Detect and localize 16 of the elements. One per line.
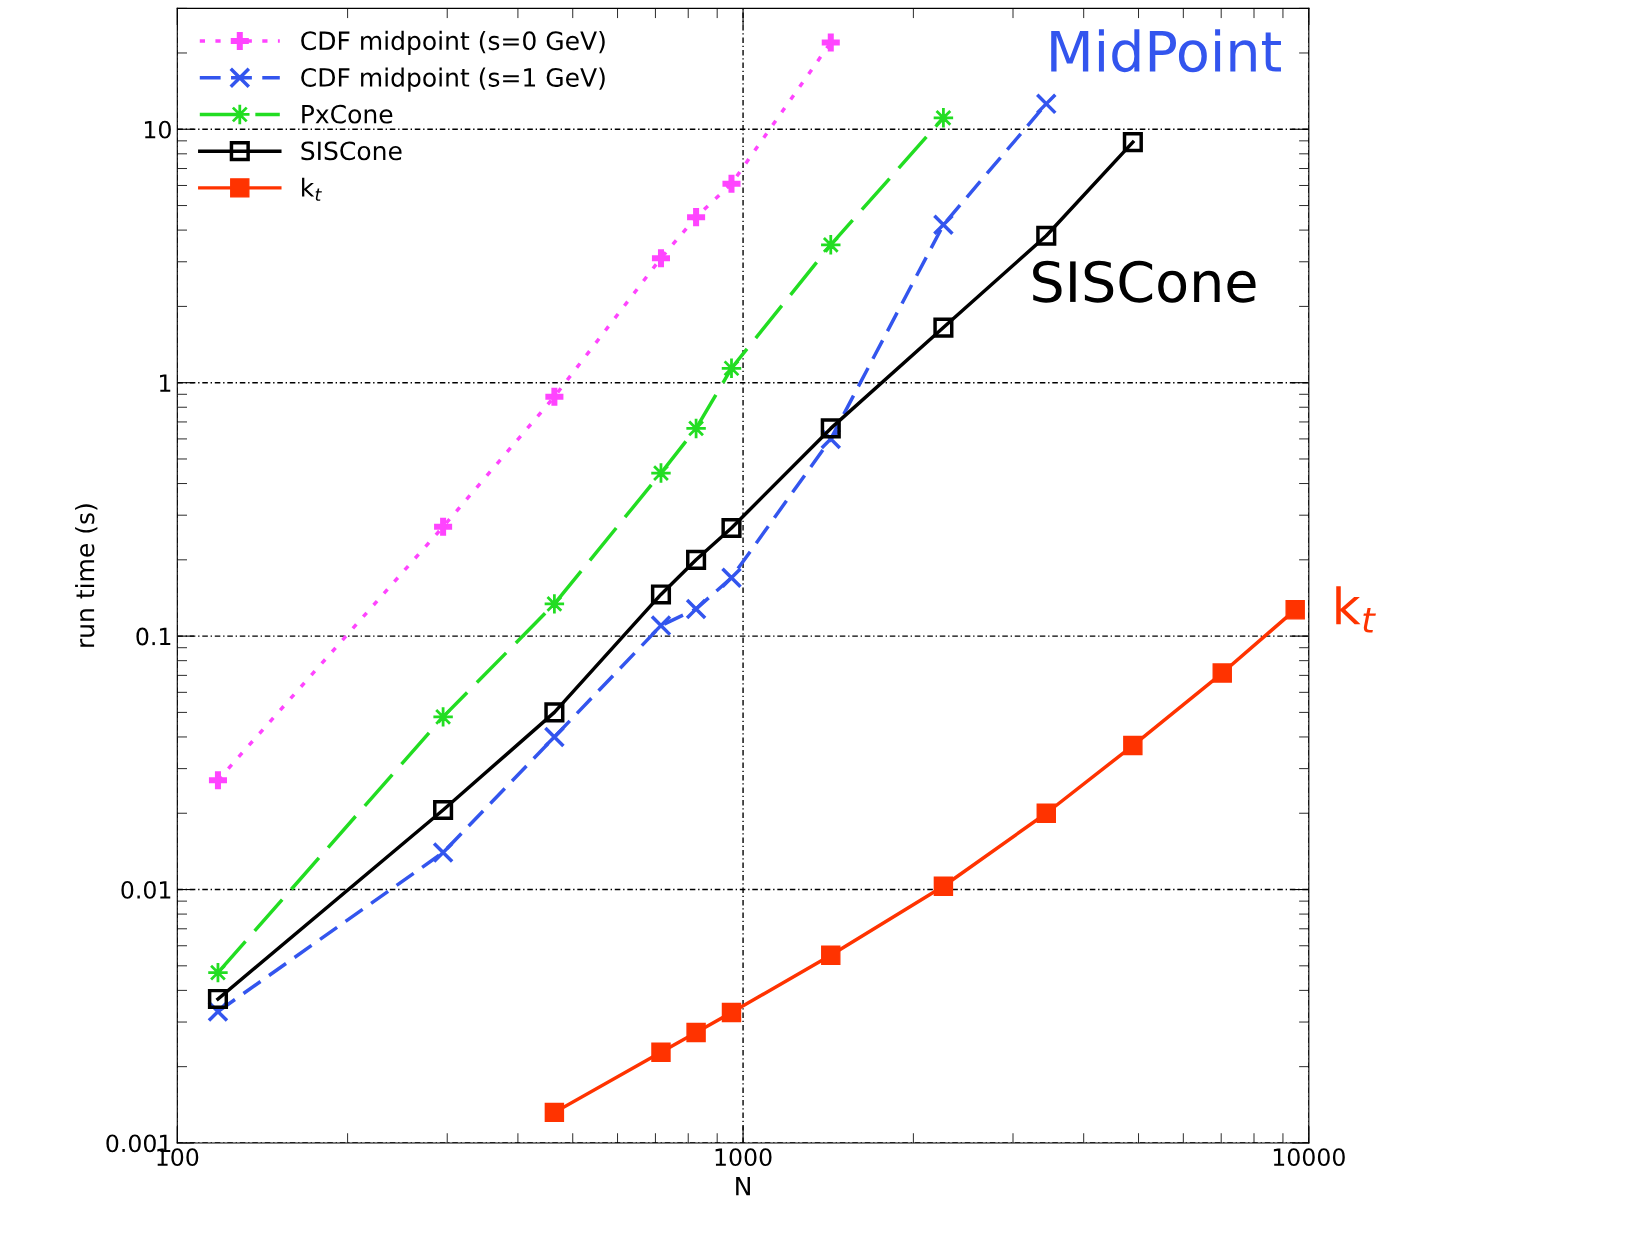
x-axis-title: N [736, 1176, 750, 1196]
text: k$_{t}$ [1336, 586, 1376, 633]
legend-label: k$_{t}$ [302, 177, 322, 201]
y-tick-label: 0.01 [121, 880, 171, 899]
y-axis-title: run time (s) [75, 504, 98, 647]
annotation: SISCone [1033, 260, 1256, 303]
legend-label: CDF midpoint (s=0 GeV) [301, 30, 605, 56]
x-tick-label: 1000 [715, 1148, 772, 1167]
y-tick-label: 10 [144, 120, 171, 139]
legend-label: PxCone [302, 104, 393, 124]
y-tick-label: 1 [160, 374, 171, 392]
legend-label: CDF midpoint (s=1 GeV) [301, 67, 605, 92]
x-tick-label: 10000 [1273, 1148, 1345, 1167]
annotation: MidPoint [1051, 29, 1281, 73]
legend-label: SISCone [301, 141, 402, 161]
y-tick-label: 0.1 [136, 627, 171, 646]
